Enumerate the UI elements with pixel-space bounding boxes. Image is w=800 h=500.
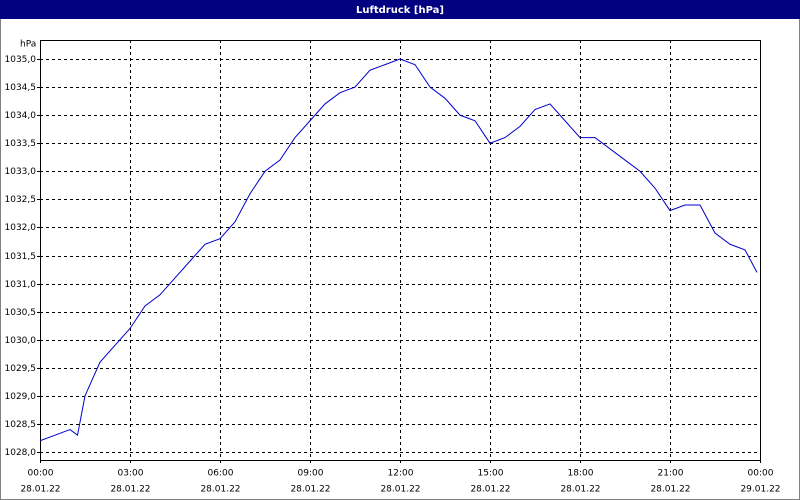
x-tick-label: 06:00 — [208, 469, 234, 479]
x-tick-label: 21:00 — [658, 469, 684, 479]
x-tick-date: 28.01.22 — [650, 485, 690, 495]
title-bar — [0, 0, 800, 19]
chart-title: Luftdruck [hPa] — [356, 5, 444, 16]
x-tick-date: 28.01.22 — [200, 485, 240, 495]
y-tick-label: 1032,0 — [5, 223, 37, 233]
x-tick-date: 28.01.22 — [290, 485, 330, 495]
y-tick-label: 1028,5 — [5, 420, 37, 430]
x-tick-date: 28.01.22 — [380, 485, 420, 495]
x-tick-label: 00:00 — [748, 469, 774, 479]
y-tick-label: 1033,5 — [5, 139, 37, 149]
y-tick-label: 1030,5 — [5, 308, 37, 318]
x-tick-date: 28.01.22 — [20, 485, 60, 495]
y-tick-label: 1030,0 — [5, 336, 37, 346]
x-tick-date: 28.01.22 — [470, 485, 510, 495]
y-tick-label: 1029,0 — [5, 392, 37, 402]
x-tick-label: 15:00 — [478, 469, 504, 479]
y-tick-label: 1028,0 — [5, 448, 37, 458]
y-axis-label: hPa — [20, 40, 36, 50]
y-tick-label: 1029,5 — [5, 364, 37, 374]
x-tick-date: 29.01.22 — [740, 485, 780, 495]
x-tick-date: 28.01.22 — [560, 485, 600, 495]
x-tick-label: 00:00 — [28, 469, 54, 479]
x-tick-label: 03:00 — [118, 469, 144, 479]
x-tick-label: 12:00 — [388, 469, 414, 479]
x-tick-label: 18:00 — [568, 469, 594, 479]
y-tick-label: 1032,5 — [5, 195, 37, 205]
y-tick-label: 1033,0 — [5, 167, 37, 177]
y-tick-label: 1034,0 — [5, 111, 37, 121]
y-tick-label: 1034,5 — [5, 83, 37, 93]
x-tick-date: 28.01.22 — [110, 485, 150, 495]
y-tick-label: 1031,5 — [5, 252, 37, 262]
y-tick-label: 1035,0 — [5, 55, 37, 65]
y-tick-label: 1031,0 — [5, 280, 37, 290]
x-tick-label: 09:00 — [298, 469, 324, 479]
data-line — [39, 58, 758, 442]
